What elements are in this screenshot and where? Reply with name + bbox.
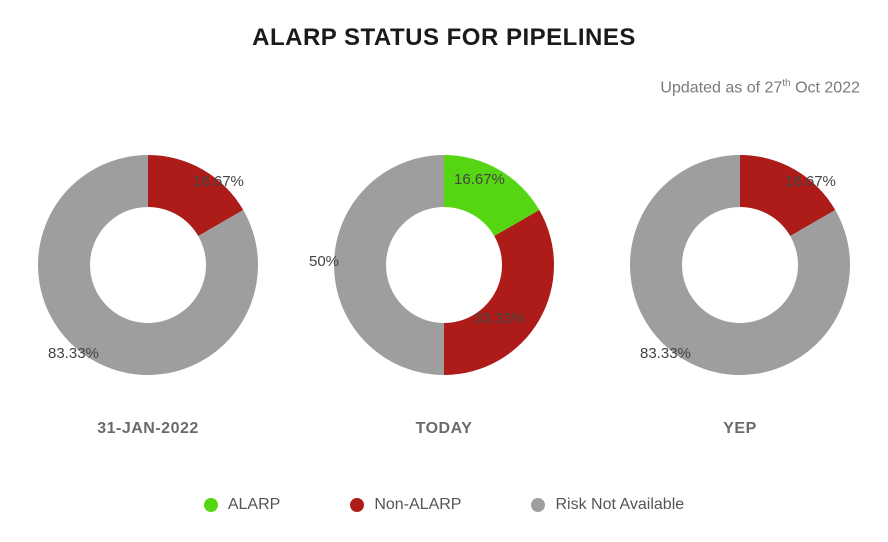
legend-item-alarp: ALARP	[204, 496, 280, 514]
slice-label: 83.33%	[48, 345, 99, 362]
legend-item-riskna: Risk Not Available	[531, 496, 684, 514]
legend-label-alarp: ALARP	[228, 496, 280, 514]
legend-item-nonalarp: Non-ALARP	[350, 496, 461, 514]
donut-chart-1: 16.67%33.33%50%	[314, 135, 574, 395]
charts-row: 16.67% 83.33% 16.67% 33.33% 50% 16.67% 83.33…	[0, 120, 888, 410]
donut-slice-riskna	[334, 155, 444, 375]
subtitle-2: YEP	[610, 420, 870, 438]
slice-label: 16.67%	[193, 173, 244, 190]
subtitles-row: 31-JAN-2022 TODAY YEP	[0, 420, 888, 438]
legend-label-riskna: Risk Not Available	[555, 496, 684, 514]
slice-label: 16.67%	[785, 173, 836, 190]
legend-swatch-nonalarp	[350, 498, 364, 512]
slice-label: 16.67%	[454, 171, 505, 188]
slice-label: 33.33%	[474, 310, 525, 327]
legend-swatch-riskna	[531, 498, 545, 512]
subtitle-1: TODAY	[314, 420, 574, 438]
updated-suffix: Oct 2022	[791, 79, 860, 96]
subtitle-0: 31-JAN-2022	[18, 420, 278, 438]
legend-label-nonalarp: Non-ALARP	[374, 496, 461, 514]
updated-prefix: Updated as of 27	[660, 79, 782, 96]
donut-chart-0: 16.67% 83.33%	[18, 135, 278, 395]
donut-slice-nonalarp	[444, 210, 554, 375]
page-title: ALARP STATUS FOR PIPELINES	[0, 0, 888, 52]
legend-swatch-alarp	[204, 498, 218, 512]
slice-label: 83.33%	[640, 345, 691, 362]
updated-caption: Updated as of 27th Oct 2022	[660, 78, 860, 97]
donut-chart-2: 16.67% 83.33%	[610, 135, 870, 395]
donut-svg-1	[314, 135, 574, 395]
legend: ALARP Non-ALARP Risk Not Available	[0, 496, 888, 514]
slice-label: 50%	[309, 253, 339, 270]
updated-ordinal: th	[782, 78, 790, 89]
